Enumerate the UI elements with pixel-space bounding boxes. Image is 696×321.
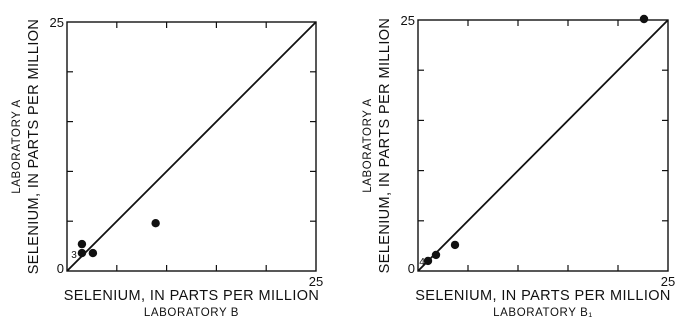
point-count-label: 4 — [419, 257, 425, 268]
y-axis-subtitle: LABORATORY A — [11, 99, 23, 194]
y-tick-label: 0 — [408, 261, 415, 276]
y-axis-subtitle: LABORATORY A — [362, 98, 374, 193]
equality-line — [66, 21, 317, 272]
y-axis-title: SELENIUM, IN PARTS PER MILLION — [377, 18, 393, 274]
x-axis-title: SELENIUM, IN PARTS PER MILLION — [64, 288, 320, 304]
point-count-label: 3 — [71, 250, 77, 261]
data-point — [431, 250, 441, 260]
x-axis-subtitle: LABORATORY B — [144, 307, 239, 319]
y-axis-title: SELENIUM, IN PARTS PER MILLION — [26, 19, 42, 275]
data-point — [639, 14, 649, 24]
x-axis-subtitle: LABORATORY B₁ — [493, 307, 593, 319]
data-point — [423, 256, 433, 266]
plot-frame — [66, 21, 317, 272]
data-point — [77, 239, 87, 249]
plot-frame — [417, 19, 669, 272]
x-axis-title: SELENIUM, IN PARTS PER MILLION — [415, 288, 671, 304]
y-tick-label: 0 — [57, 261, 64, 276]
data-point — [77, 248, 87, 258]
y-tick-label: 25 — [50, 15, 64, 30]
equality-line — [417, 19, 669, 272]
data-point — [450, 240, 460, 250]
x-tick-label: 25 — [661, 274, 675, 289]
data-point — [88, 248, 98, 258]
data-point — [151, 218, 160, 228]
x-tick-label: 25 — [309, 274, 323, 289]
y-tick-label: 25 — [401, 13, 415, 28]
